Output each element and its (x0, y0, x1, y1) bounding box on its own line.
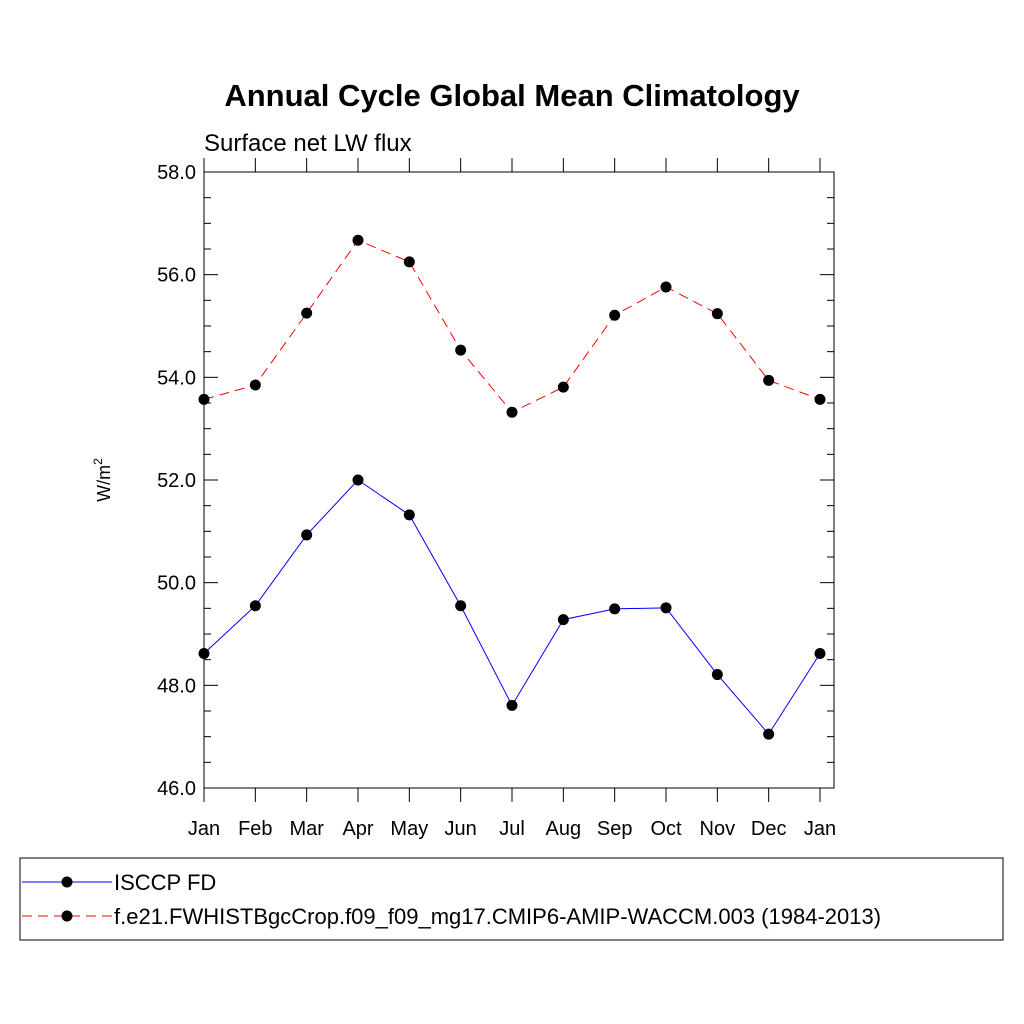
data-point-s1-3 (352, 234, 364, 246)
legend: ISCCP FD f.e21.FWHISTBgcCrop.f09_f09_mg17… (22, 870, 881, 929)
legend-marker-1 (61, 910, 73, 922)
y-tick-label: 56.0 (157, 265, 196, 287)
x-tick-label: May (390, 818, 428, 840)
x-tick-label: Nov (700, 818, 736, 840)
y-tick-label: 48.0 (157, 675, 196, 697)
x-tick-label: Feb (238, 818, 272, 840)
data-point-s0-6 (506, 699, 518, 711)
legend-box (19, 857, 1004, 941)
y-tick-label: 54.0 (157, 367, 196, 389)
data-point-s1-4 (403, 256, 415, 268)
plot-frame (203, 171, 835, 789)
data-point-s0-4 (403, 509, 415, 521)
data-point-s1-1 (249, 379, 261, 391)
y-tick-label: 52.0 (157, 470, 196, 492)
data-point-s0-12 (814, 648, 826, 660)
series-line-0 (203, 479, 821, 735)
y-tick-label: 46.0 (157, 778, 196, 800)
data-point-s1-5 (455, 344, 467, 356)
x-tick-label: Dec (751, 818, 787, 840)
data-point-s1-12 (814, 393, 826, 405)
x-tick-label: Oct (650, 818, 682, 840)
data-point-s1-7 (557, 381, 569, 393)
data-point-s0-3 (352, 474, 364, 486)
data-point-s1-6 (506, 406, 518, 418)
data-point-s0-8 (609, 603, 621, 615)
data-point-s0-0 (198, 648, 210, 660)
x-tick-label: Aug (546, 818, 582, 840)
series-line-1 (203, 239, 821, 413)
x-tick-label: Sep (597, 818, 633, 840)
x-tick-label: Jun (445, 818, 477, 840)
chart-subtitle: Surface net LW flux (204, 130, 412, 157)
data-point-s1-9 (660, 281, 672, 293)
data-point-s0-7 (557, 614, 569, 626)
data-point-s0-5 (455, 600, 467, 612)
data-point-s1-11 (763, 374, 775, 386)
data-point-s0-11 (763, 728, 775, 740)
x-tick-label: Jul (499, 818, 525, 840)
chart-title: Annual Cycle Global Mean Climatology (224, 78, 800, 113)
y-axis-label: W/m2 (91, 458, 114, 502)
y-tick-label: 58.0 (157, 162, 196, 184)
x-tick-label: Jan (804, 818, 836, 840)
x-tick-label: Apr (342, 818, 373, 840)
data-point-s1-8 (609, 309, 621, 321)
y-axis-label-base: W/m (94, 465, 114, 502)
data-point-s0-9 (660, 602, 672, 614)
legend-label-1: f.e21.FWHISTBgcCrop.f09_f09_mg17.CMIP6-A… (114, 904, 881, 929)
data-point-s0-1 (249, 600, 261, 612)
x-tick-label: Jan (188, 818, 220, 840)
plot-area: 46.0 48.0 50.0 52.0 54.0 56.0 58.0 Jan Feb Mar Apr… (157, 158, 836, 840)
legend-label-0: ISCCP FD (114, 870, 216, 895)
y-axis-label-superscript: 2 (91, 458, 105, 465)
legend-marker-0 (61, 876, 73, 888)
y-tick-label: 50.0 (157, 573, 196, 595)
data-point-s1-0 (198, 393, 210, 405)
data-point-s0-10 (711, 669, 723, 681)
x-tick-label: Mar (289, 818, 324, 840)
data-point-s1-10 (711, 308, 723, 320)
data-point-s1-2 (301, 307, 313, 319)
data-point-s0-2 (301, 529, 313, 541)
